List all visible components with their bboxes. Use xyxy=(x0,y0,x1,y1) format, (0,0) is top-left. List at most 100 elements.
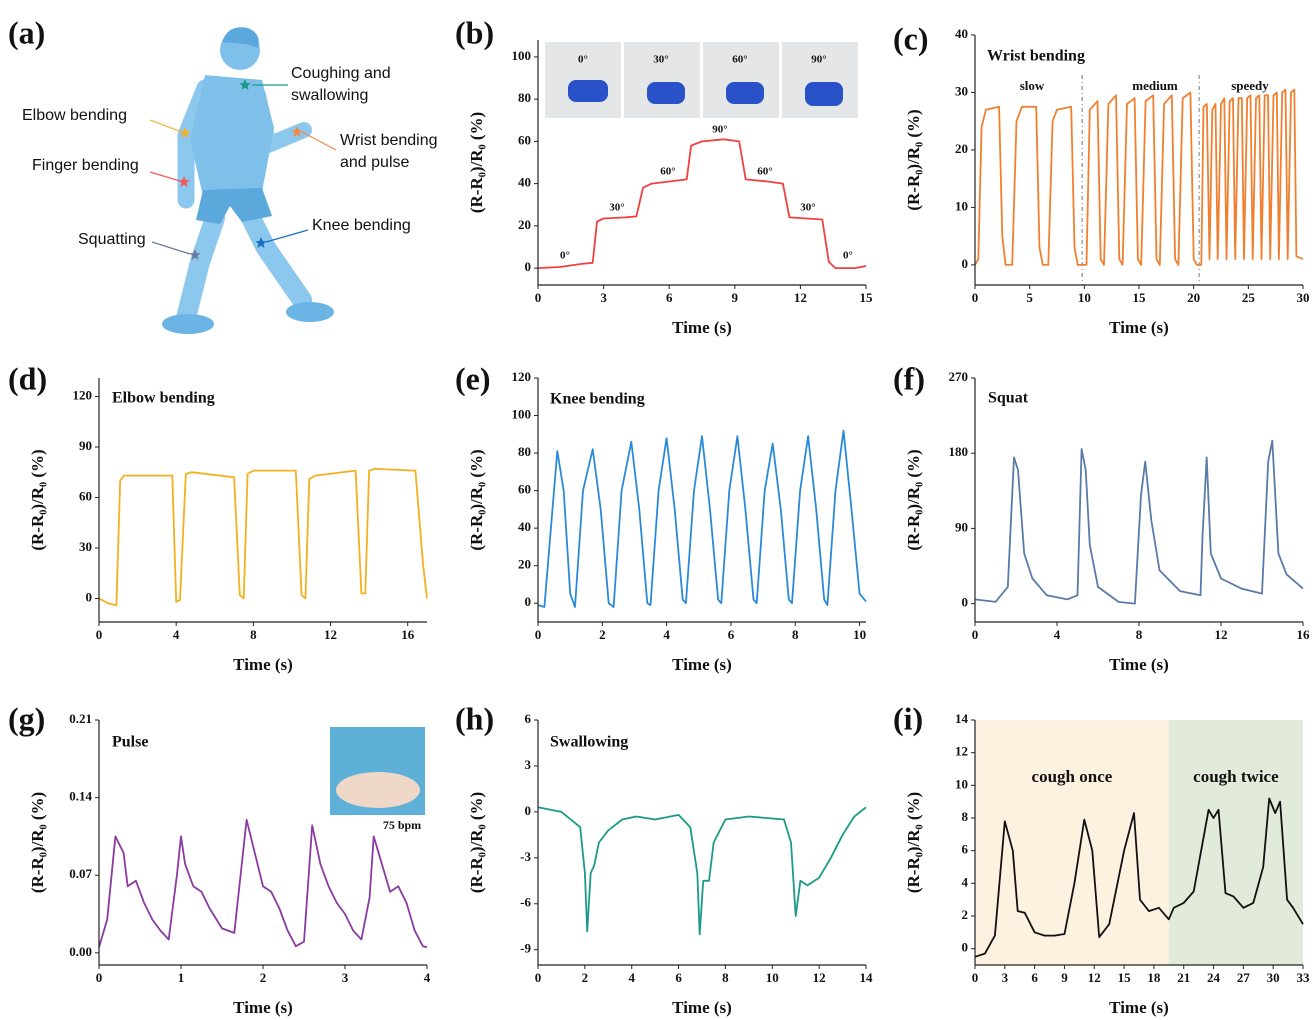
y-axis-label: (R-R₀)/R₀ (%) xyxy=(467,112,486,213)
y-tick-label: 12 xyxy=(955,744,968,759)
panel: 051015202530010203040Time (s)(R-R₀)/R₀ (… xyxy=(893,20,1310,337)
y-tick-label: 20 xyxy=(955,141,968,156)
glove xyxy=(805,82,843,106)
y-tick-label: 80 xyxy=(518,444,531,459)
y-tick-label: 60 xyxy=(79,488,92,503)
y-tick-label: 100 xyxy=(512,48,532,63)
x-tick-label: 4 xyxy=(663,627,670,642)
body-label: Squatting xyxy=(78,231,146,248)
y-tick-label: 6 xyxy=(525,711,532,726)
panel-label: (g) xyxy=(8,700,45,736)
y-tick-label: -3 xyxy=(520,849,531,864)
y-tick-label: 60 xyxy=(518,132,531,147)
y-tick-label: 40 xyxy=(518,519,531,534)
x-tick-label: 9 xyxy=(1061,970,1068,985)
y-tick-label: 90 xyxy=(79,438,92,453)
x-tick-label: 12 xyxy=(813,970,826,985)
y-tick-label: 90 xyxy=(955,519,968,534)
y-tick-label: 120 xyxy=(73,387,93,402)
x-tick-label: 16 xyxy=(1297,627,1311,642)
panel-label: (i) xyxy=(893,700,923,736)
y-tick-label: 0 xyxy=(525,803,532,818)
y-tick-label: 30 xyxy=(955,83,968,98)
photo-label: 90° xyxy=(811,54,826,66)
y-tick-label: 3 xyxy=(525,757,532,772)
region xyxy=(975,720,1169,965)
panel-label: (f) xyxy=(893,360,925,396)
x-tick-label: 4 xyxy=(1054,627,1061,642)
x-tick-label: 18 xyxy=(1147,970,1161,985)
data-line xyxy=(538,431,866,607)
x-tick-label: 5 xyxy=(1026,290,1033,305)
x-axis-label: Time (s) xyxy=(1109,998,1169,1017)
x-tick-label: 0 xyxy=(535,627,542,642)
body-label: Finger bending xyxy=(32,157,139,174)
y-tick-label: 80 xyxy=(518,90,531,105)
data-line xyxy=(538,807,866,934)
annotation: slow xyxy=(1020,78,1045,93)
y-tick-label: 6 xyxy=(962,842,969,857)
plot-title: Squat xyxy=(988,390,1029,407)
region-label: cough twice xyxy=(1193,767,1279,786)
panel: 04812160306090120Time (s)(R-R₀)/R₀ (%)(d… xyxy=(8,360,427,674)
glove xyxy=(568,80,608,102)
x-tick-label: 33 xyxy=(1297,970,1311,985)
x-tick-label: 10 xyxy=(766,970,779,985)
panel-label: (a) xyxy=(8,14,45,50)
body-label: and pulse xyxy=(340,154,409,171)
x-tick-label: 8 xyxy=(722,970,729,985)
y-axis-label: (R-R₀)/R₀ (%) xyxy=(904,109,923,210)
x-tick-label: 8 xyxy=(792,627,799,642)
x-tick-label: 8 xyxy=(1136,627,1143,642)
annotation: 30° xyxy=(800,202,815,214)
x-tick-label: 9 xyxy=(732,290,739,305)
photo-label: 0° xyxy=(578,54,588,66)
photo-label: 60° xyxy=(732,54,747,66)
y-tick-label: 0 xyxy=(525,259,532,274)
glove xyxy=(647,82,685,104)
y-tick-label: 0 xyxy=(525,594,532,609)
y-tick-label: 10 xyxy=(955,776,968,791)
y-tick-label: 0.21 xyxy=(69,711,92,726)
x-axis-label: Time (s) xyxy=(233,655,293,674)
x-tick-label: 12 xyxy=(324,627,337,642)
body-label: Knee bending xyxy=(312,217,411,234)
y-tick-label: 14 xyxy=(955,711,969,726)
x-tick-label: 0 xyxy=(972,627,979,642)
y-tick-label: 2 xyxy=(962,907,969,922)
x-tick-label: 24 xyxy=(1207,970,1221,985)
y-tick-label: 0 xyxy=(962,595,969,610)
region-label: cough once xyxy=(1032,767,1113,786)
x-tick-label: 6 xyxy=(666,290,673,305)
x-tick-label: 21 xyxy=(1177,970,1190,985)
x-tick-label: 12 xyxy=(794,290,807,305)
annotation: medium xyxy=(1132,78,1178,93)
body-label: Elbow bending xyxy=(22,107,127,124)
x-axis-label: Time (s) xyxy=(1109,655,1169,674)
x-tick-label: 6 xyxy=(728,627,735,642)
x-tick-label: 12 xyxy=(1215,627,1228,642)
annotation: 90° xyxy=(712,124,727,136)
y-axis-label: (R-R₀)/R₀ (%) xyxy=(904,792,923,893)
annotation: 60° xyxy=(757,166,772,178)
plot-title: Elbow bending xyxy=(112,390,215,407)
x-tick-label: 4 xyxy=(628,970,635,985)
x-tick-label: 4 xyxy=(173,627,180,642)
y-tick-label: -6 xyxy=(520,895,531,910)
figure: (a) xyxy=(0,0,1312,1020)
y-tick-label: 0.00 xyxy=(69,944,92,959)
y-tick-label: 20 xyxy=(518,217,531,232)
x-tick-label: 15 xyxy=(860,290,874,305)
y-tick-label: 100 xyxy=(512,407,532,422)
y-tick-label: 20 xyxy=(518,557,531,572)
y-tick-label: 120 xyxy=(512,369,532,384)
y-tick-label: 0.07 xyxy=(69,866,92,881)
panel: cough oncecough twice0369121518212427303… xyxy=(893,700,1310,1017)
x-tick-label: 14 xyxy=(860,970,874,985)
panel-label: (e) xyxy=(455,360,491,396)
y-tick-label: 4 xyxy=(962,874,969,889)
x-tick-label: 2 xyxy=(260,970,267,985)
y-axis-label: (R-R₀)/R₀ (%) xyxy=(28,792,47,893)
